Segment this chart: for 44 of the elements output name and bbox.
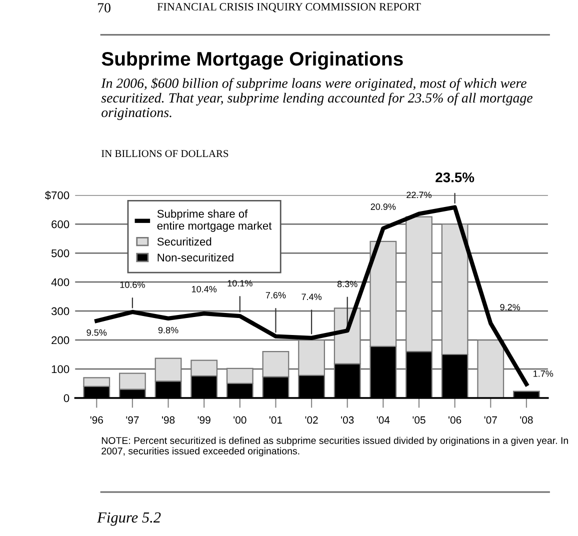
y-tick-label: 200 [52,336,70,344]
text: 70 [98,3,110,12]
data-label: 9.8% [158,326,178,334]
text: FINANCIAL CRISIS INQUIRY COMMISSION REPORT [157,3,421,12]
x-tick-label: '02 [305,416,318,424]
data-label: 9.5% [86,329,107,336]
x-tick-label: '00 [234,416,246,424]
y-tick-label: $700 [44,190,70,200]
caption: Figure 5.2 [97,512,161,526]
x-tick-label: '08 [520,416,533,424]
chart-title: Subprime Mortgage Originations [102,51,403,70]
y-axis-title: IN BILLIONS OF DOLLARS [102,150,228,158]
x-tick-label: '06 [448,416,462,424]
legend-label: Securitized [157,237,212,246]
x-tick-label: '04 [376,416,390,424]
y-tick-label: 600 [52,220,70,228]
x-tick-label: '97 [126,416,139,424]
x-tick-label: '07 [484,416,497,424]
y-tick-label: 400 [51,278,70,286]
data-label: 8.3% [337,280,358,288]
y-tick-label: 0 [64,394,70,402]
x-tick-label: '96 [90,416,103,424]
legend-label: Subprime share of entire mortgage market [157,210,272,232]
x-tick-label: '03 [341,416,354,424]
chart-subtitle: In 2006, $600 billion of subprime loans were originated, most of which were securitized. That year, subprime lending accounted for 23.5% of all mortgage originations. [101,78,532,120]
x-tick-label: '99 [198,416,210,424]
data-label: 9.2% [500,304,520,310]
x-tick-label: '98 [162,416,175,424]
data-label: 23.5% [436,172,474,182]
data-label: 7.6% [266,292,286,298]
text: NOTE: Percent securitized is defined as subprime securities issued divided by originations in a given year. In 2007, securities issued exceeded originations. [102,436,568,456]
data-label: 1.7% [534,370,554,377]
bar [477,339,504,398]
data-label: 22.7% [406,192,432,198]
x-tick-label: '01 [269,416,282,424]
legend-label: Non-securitized [158,253,234,262]
y-tick-label: 100 [52,365,70,374]
data-label: 10.6% [120,282,145,288]
x-tick-label: '05 [412,416,426,424]
data-label: 10.4% [192,286,217,292]
data-label: 20.9% [370,204,396,210]
y-tick-label: 500 [51,249,70,258]
y-tick-label: 300 [51,307,70,316]
data-label: 7.4% [302,294,322,300]
